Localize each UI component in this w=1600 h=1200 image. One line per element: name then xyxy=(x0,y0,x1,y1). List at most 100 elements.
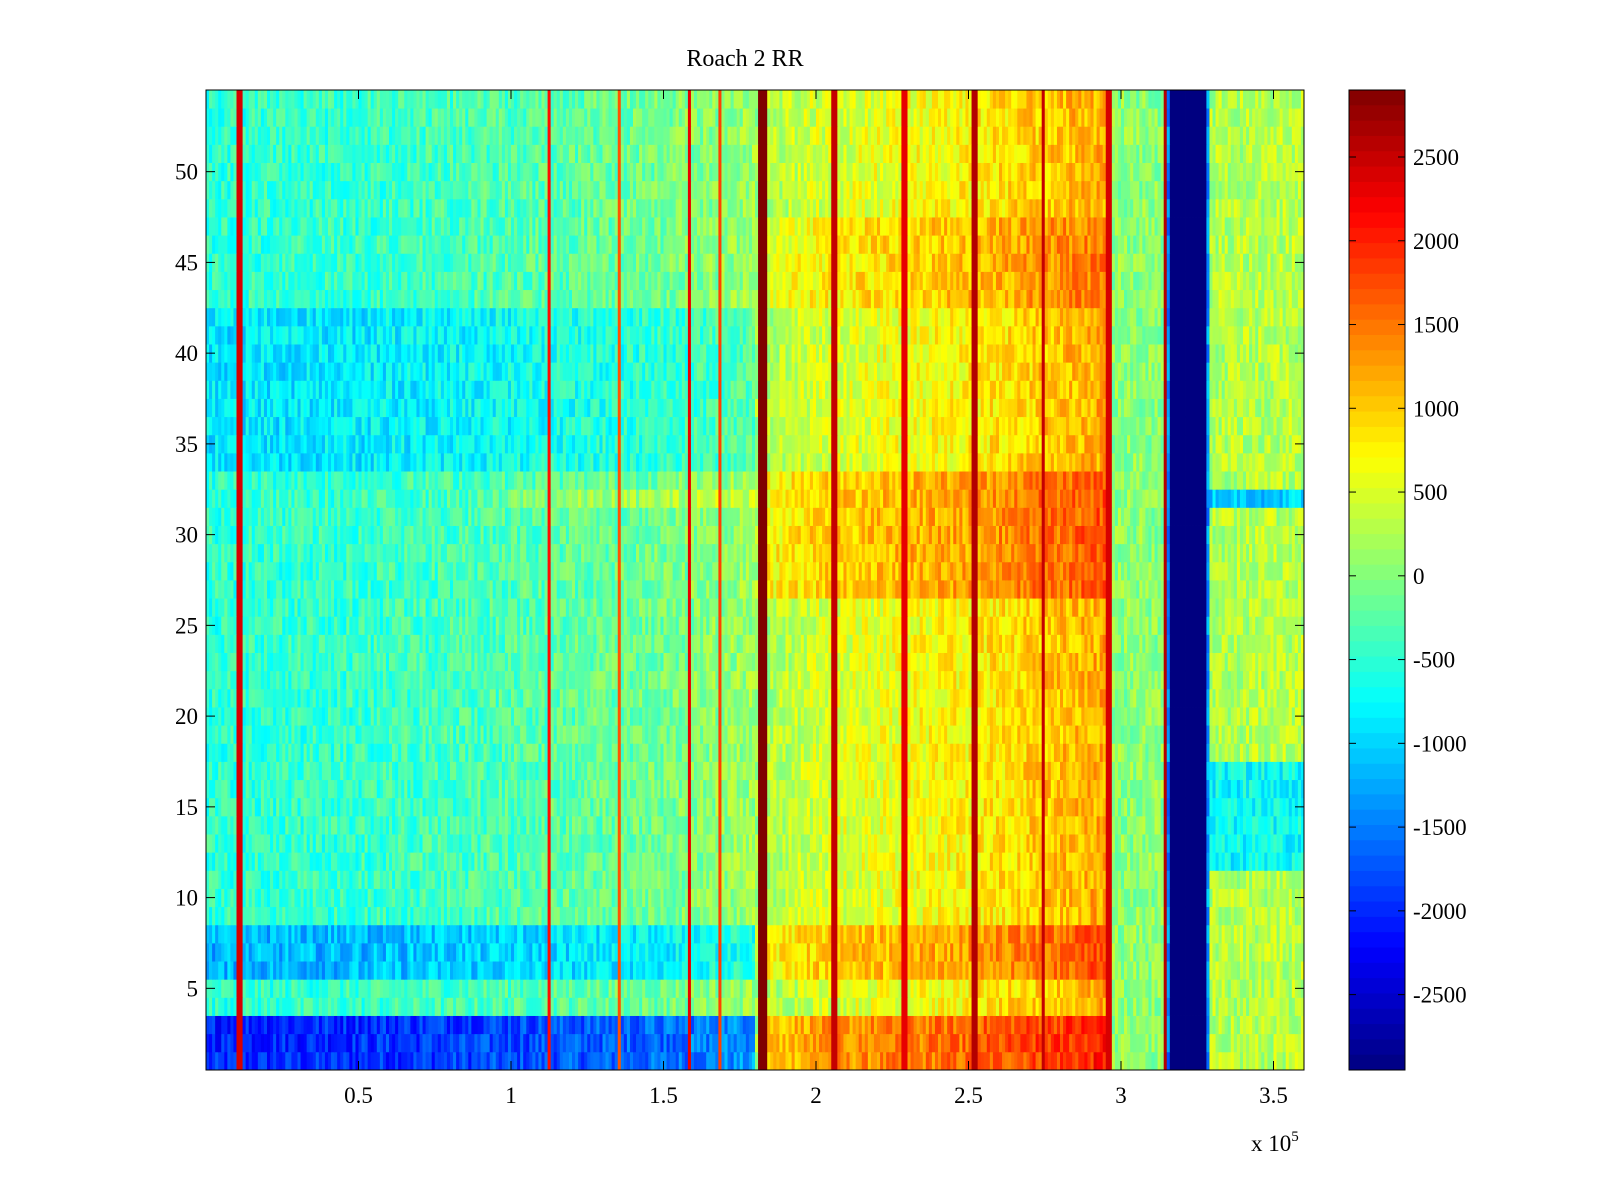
heatmap-cell xyxy=(1157,906,1162,926)
heatmap-cell xyxy=(1163,888,1168,908)
heatmap-cell xyxy=(858,1051,863,1071)
heatmap-cell xyxy=(672,1033,677,1053)
heatmap-cell xyxy=(1151,870,1155,889)
heatmap-cell xyxy=(944,852,948,871)
heatmap-cell xyxy=(1279,1015,1284,1035)
heatmap-cell xyxy=(309,1051,314,1071)
heatmap-cell xyxy=(453,870,457,889)
heatmap-cell xyxy=(806,942,811,962)
heatmap-cell xyxy=(419,979,423,998)
heatmap-cell xyxy=(517,924,521,944)
heatmap-cell xyxy=(709,815,713,835)
heatmap-cell xyxy=(227,961,231,980)
heatmap-cell xyxy=(751,906,756,926)
heatmap-cell xyxy=(1236,1015,1241,1035)
heatmap-cell xyxy=(989,997,994,1016)
heatmap-cell xyxy=(520,961,524,980)
heatmap-cell xyxy=(596,815,600,835)
heatmap-cell xyxy=(986,997,991,1016)
heatmap-cell xyxy=(1093,1033,1097,1053)
heatmap-cell xyxy=(864,1051,869,1071)
heatmap-cell xyxy=(965,834,969,853)
heatmap-cell xyxy=(1111,942,1116,962)
heatmap-cell xyxy=(553,815,558,835)
heatmap-cell xyxy=(730,1033,735,1053)
heatmap-cell xyxy=(349,906,353,926)
heatmap-cell xyxy=(1005,852,1009,871)
heatmap-cell xyxy=(236,852,240,871)
heatmap-cell xyxy=(507,834,512,853)
heatmap-cell xyxy=(376,870,381,889)
heatmap-cell xyxy=(318,942,323,962)
heatmap-cell xyxy=(303,1015,308,1035)
heatmap-cell xyxy=(1069,815,1073,835)
heatmap-cell xyxy=(761,1051,765,1071)
heatmap-cell xyxy=(590,870,594,889)
heatmap-cell xyxy=(1166,942,1171,962)
heatmap-cell xyxy=(901,979,905,998)
heatmap-cell xyxy=(1081,961,1085,980)
heatmap-cell xyxy=(675,1051,680,1071)
heatmap-cell xyxy=(809,852,814,871)
heatmap-cell xyxy=(1197,942,1201,962)
heatmap-cell xyxy=(666,815,670,835)
heatmap-cell xyxy=(318,997,323,1016)
heatmap-cell xyxy=(352,852,356,871)
heatmap-cell xyxy=(843,924,847,944)
heatmap-cell xyxy=(1145,997,1149,1016)
heatmap-cell xyxy=(492,1033,497,1053)
heatmap-cell xyxy=(1069,1015,1073,1035)
heatmap-cell xyxy=(398,870,402,889)
heatmap-cell xyxy=(273,997,277,1016)
heatmap-cell xyxy=(1160,997,1165,1016)
heatmap-cell xyxy=(748,834,753,853)
heatmap-cell xyxy=(492,997,497,1016)
heatmap-cell xyxy=(276,834,280,853)
heatmap-cell xyxy=(712,888,716,908)
heatmap-cell xyxy=(593,979,597,998)
heatmap-cell xyxy=(660,1033,664,1053)
heatmap-cell xyxy=(1053,852,1058,871)
heatmap-cell xyxy=(1096,906,1101,926)
heatmap-cell xyxy=(242,852,247,871)
heatmap-cell xyxy=(1163,1033,1168,1053)
heatmap-cell xyxy=(739,852,744,871)
heatmap-cell xyxy=(245,888,250,908)
heatmap-cell xyxy=(541,870,545,889)
heatmap-cell xyxy=(806,924,811,944)
heatmap-cell xyxy=(410,1033,414,1053)
heatmap-cell xyxy=(1035,815,1040,835)
heatmap-cell xyxy=(288,888,292,908)
heatmap-cell xyxy=(773,906,777,926)
heatmap-cell xyxy=(1011,834,1015,853)
heatmap-cell xyxy=(855,979,860,998)
heatmap-cell xyxy=(986,1015,991,1035)
heatmap-cell xyxy=(1127,924,1131,944)
heatmap-cell xyxy=(1026,942,1030,962)
heatmap-cell xyxy=(312,942,317,962)
heatmap-cell xyxy=(956,906,960,926)
heatmap-cell xyxy=(986,906,991,926)
heatmap-cell xyxy=(971,852,975,871)
heatmap-cell xyxy=(633,997,637,1016)
heatmap-cell xyxy=(669,888,674,908)
heatmap-cell xyxy=(575,1015,579,1035)
heatmap-cell xyxy=(392,924,396,944)
heatmap-cell xyxy=(1075,1033,1079,1053)
heatmap-cell xyxy=(931,815,936,835)
heatmap-cell xyxy=(779,906,783,926)
heatmap-cell xyxy=(1185,1015,1189,1035)
heatmap-cell xyxy=(742,924,747,944)
heatmap-cell xyxy=(559,997,564,1016)
heatmap-cell xyxy=(938,961,942,980)
heatmap-cell xyxy=(877,1051,881,1071)
heatmap-cell xyxy=(715,1051,719,1071)
heatmap-cell xyxy=(514,870,518,889)
heatmap-cell xyxy=(355,852,359,871)
heatmap-cell xyxy=(575,961,579,980)
heatmap-cell xyxy=(263,1051,268,1071)
heatmap-cell xyxy=(1157,852,1162,871)
heatmap-cell xyxy=(886,888,890,908)
heatmap-cell xyxy=(556,834,561,853)
heatmap-cell xyxy=(425,852,430,871)
